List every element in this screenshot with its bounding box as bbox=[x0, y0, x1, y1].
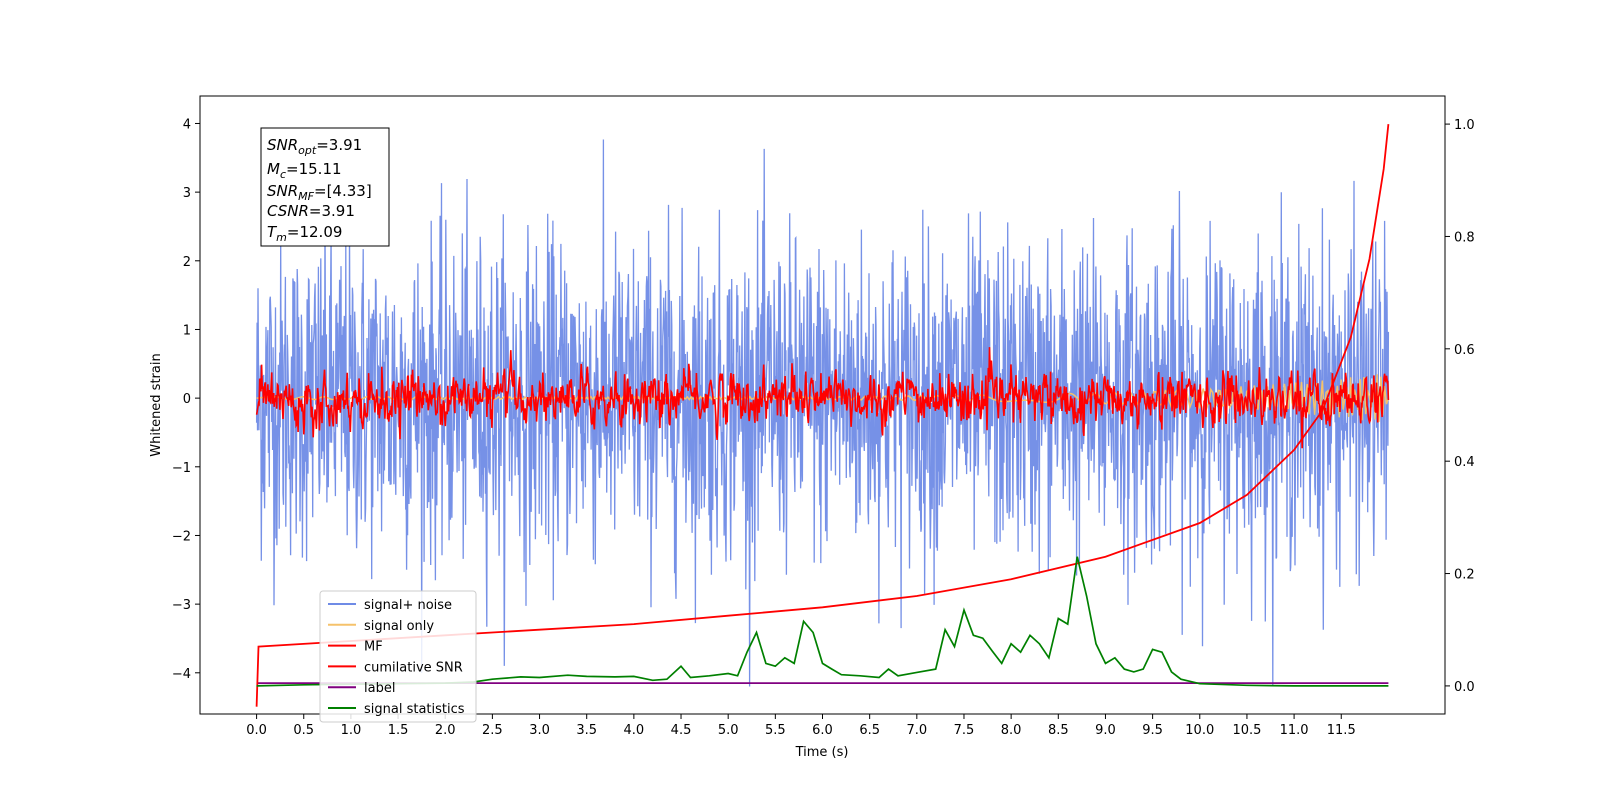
y-tick-label: 4 bbox=[183, 117, 191, 132]
series-line-mf bbox=[255, 347, 1390, 449]
y-tick-label: −4 bbox=[172, 667, 191, 682]
x-tick-label: 8.0 bbox=[1001, 723, 1022, 738]
y-axis-left: −4 −3 −2 −1 0 1 2 3 4 bbox=[172, 117, 200, 682]
legend-entry: MF bbox=[364, 640, 383, 655]
x-tick-label: 5.5 bbox=[765, 723, 786, 738]
x-tick-label: 6.5 bbox=[859, 723, 880, 738]
legend-entry: signal statistics bbox=[364, 702, 465, 717]
y2-tick-label: 1.0 bbox=[1454, 118, 1475, 133]
y-tick-label: 3 bbox=[183, 186, 191, 201]
legend: signal+ noise signal only MF cumilative SNR… bbox=[319, 590, 477, 723]
x-tick-label: 8.5 bbox=[1048, 723, 1069, 738]
y-tick-label: −1 bbox=[172, 461, 191, 476]
stats-csnr: CSNR=3.91 bbox=[267, 202, 355, 220]
series-mf bbox=[255, 347, 1390, 449]
x-tick-label: 0.5 bbox=[293, 723, 314, 738]
y-axis-right: 0.0 0.2 0.4 0.6 0.8 1.0 bbox=[1445, 118, 1475, 695]
x-tick-label: 0.0 bbox=[246, 723, 267, 738]
x-tick-label: 2.0 bbox=[435, 723, 456, 738]
x-tick-label: 10.5 bbox=[1232, 723, 1261, 738]
x-axis-label: Time (s) bbox=[795, 745, 849, 760]
y2-tick-label: 0.6 bbox=[1454, 343, 1475, 358]
stats-box-frame bbox=[260, 127, 390, 247]
y-tick-label: 0 bbox=[183, 392, 191, 407]
x-tick-label: 5.0 bbox=[718, 723, 739, 738]
legend-entry: signal+ noise bbox=[364, 598, 452, 613]
y2-tick-label: 0.8 bbox=[1454, 230, 1475, 245]
x-tick-label: 11.5 bbox=[1327, 723, 1356, 738]
y-tick-label: 2 bbox=[183, 255, 191, 270]
series-signal-statistics bbox=[256, 556, 1389, 687]
series-signal-noise bbox=[255, 139, 1390, 687]
stats-snr-mf: SNRMF=[4.33] bbox=[267, 182, 372, 203]
stats-mc: Mc=15.11 bbox=[267, 160, 342, 181]
x-tick-label: 9.0 bbox=[1095, 723, 1116, 738]
x-tick-label: 10.0 bbox=[1185, 723, 1214, 738]
y2-tick-label: 0.2 bbox=[1454, 568, 1475, 583]
y-tick-label: −3 bbox=[172, 598, 191, 613]
y-tick-label: −2 bbox=[172, 529, 191, 544]
stats-box: SNRopt=3.91 Mc=15.11 SNRMF=[4.33] CSNR=3… bbox=[260, 127, 390, 247]
stats-snr-opt: SNRopt=3.91 bbox=[267, 136, 362, 157]
y-tick-label: 1 bbox=[183, 323, 191, 338]
x-tick-label: 2.5 bbox=[482, 723, 503, 738]
x-axis: 0.0 0.5 1.0 1.5 2.0 2.5 3.0 3.5 4.0 4.5 5.0 5.5 6.0 6… bbox=[246, 714, 1356, 738]
x-tick-label: 4.0 bbox=[624, 723, 645, 738]
legend-entry: label bbox=[364, 681, 395, 696]
legend-entry: cumilative SNR bbox=[364, 660, 463, 675]
x-tick-label: 1.0 bbox=[341, 723, 362, 738]
legend-frame bbox=[319, 590, 477, 723]
legend-entry: signal only bbox=[364, 619, 434, 634]
y2-tick-label: 0.0 bbox=[1454, 680, 1475, 695]
x-tick-label: 9.5 bbox=[1142, 723, 1163, 738]
x-tick-label: 7.0 bbox=[906, 723, 927, 738]
y2-tick-label: 0.4 bbox=[1454, 455, 1475, 470]
y-axis-label: Whitened strain bbox=[149, 353, 164, 456]
x-tick-label: 11.0 bbox=[1280, 723, 1309, 738]
x-tick-label: 3.5 bbox=[576, 723, 597, 738]
stats-tm: Tm=12.09 bbox=[267, 223, 342, 244]
x-tick-label: 3.0 bbox=[529, 723, 550, 738]
x-tick-label: 7.5 bbox=[954, 723, 975, 738]
series-line-signal-statistics bbox=[256, 556, 1389, 687]
series-line-signal-noise bbox=[255, 139, 1390, 687]
x-tick-label: 6.0 bbox=[812, 723, 833, 738]
x-tick-label: 4.5 bbox=[671, 723, 692, 738]
x-tick-label: 1.5 bbox=[388, 723, 409, 738]
